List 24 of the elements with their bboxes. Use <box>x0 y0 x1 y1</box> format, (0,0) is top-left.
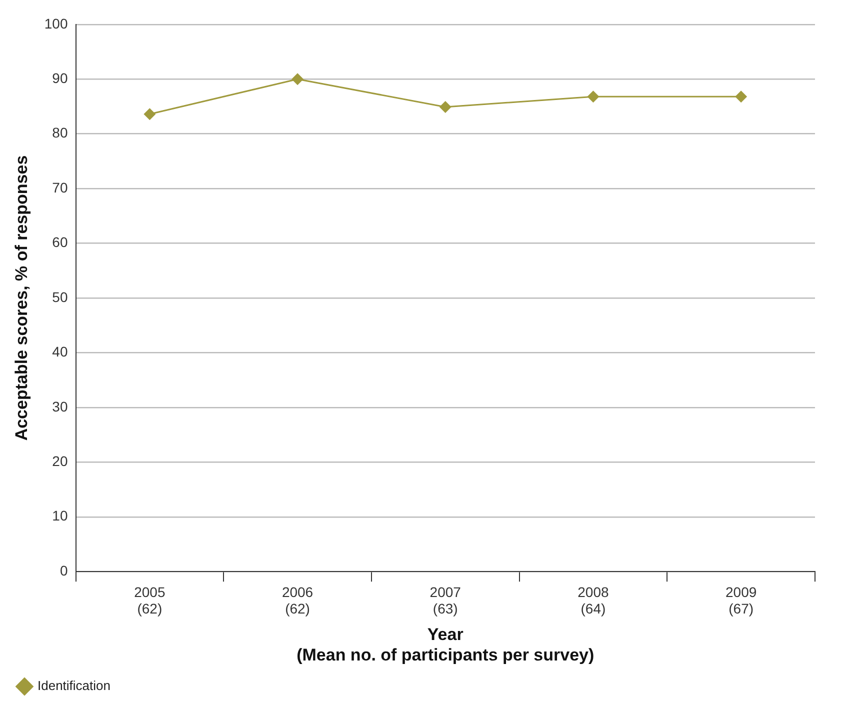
point <box>144 108 156 120</box>
legend-label: Identification <box>38 678 110 694</box>
point <box>439 101 452 114</box>
point <box>292 73 304 86</box>
y-tick-label: 100 <box>44 15 68 32</box>
y-tick-label: 50 <box>52 288 68 305</box>
x-tick-label: 2009 (67) <box>726 584 757 617</box>
x-tick-label: 2006 (62) <box>282 584 314 617</box>
y-tick-label: 70 <box>52 179 68 196</box>
x-tick-label: 2008 (64) <box>578 584 610 617</box>
y-tick-label: 60 <box>52 234 68 250</box>
x-axis-title: Year (Mean no. of participants per survey) <box>296 625 594 664</box>
y-tick-label: 90 <box>52 70 68 86</box>
y-tick-label: 80 <box>52 124 68 141</box>
y-tick-label: 30 <box>52 398 68 414</box>
y-tick-label: 20 <box>52 453 68 470</box>
y-tick-label: 40 <box>52 344 68 360</box>
x-tick-label: 2005 (62) <box>134 584 166 617</box>
x-tick-label: 2007 (63) <box>430 584 462 617</box>
point <box>587 90 600 103</box>
y-tick-label: 10 <box>52 508 68 524</box>
y-tick-label: 0 <box>60 562 68 578</box>
point <box>735 90 748 103</box>
y-axis-title: Acceptable scores, % of responses <box>12 155 31 441</box>
